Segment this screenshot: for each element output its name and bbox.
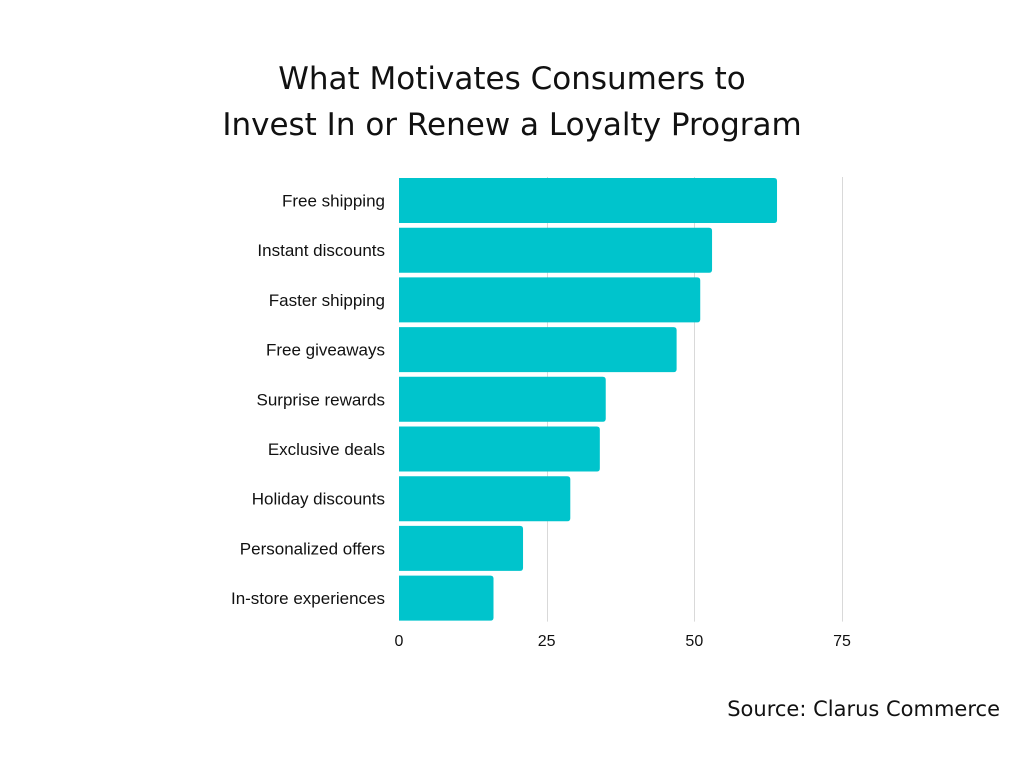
category-label: Exclusive deals bbox=[268, 440, 385, 459]
bar-surprise-rewards bbox=[399, 376, 606, 422]
bar-in-store-experiences bbox=[399, 575, 494, 621]
category-label: In-store experiences bbox=[231, 589, 385, 608]
chart-title-line-2: Invest In or Renew a Loyalty Program bbox=[222, 107, 802, 143]
category-label: Instant discounts bbox=[257, 241, 385, 260]
bar-free-shipping bbox=[399, 178, 778, 223]
bar-personalized-offers bbox=[399, 525, 524, 571]
bar-faster-shipping bbox=[399, 277, 701, 323]
x-tick-label: 0 bbox=[395, 633, 404, 650]
category-label: Surprise rewards bbox=[257, 390, 386, 409]
category-label: Holiday discounts bbox=[252, 490, 385, 509]
bar-instant-discounts bbox=[399, 227, 713, 273]
x-tick-label: 50 bbox=[685, 633, 703, 650]
category-label: Free shipping bbox=[282, 192, 385, 211]
category-label: Free giveaways bbox=[266, 341, 385, 360]
x-tick-label: 25 bbox=[538, 633, 556, 650]
x-tick-label: 75 bbox=[833, 633, 851, 650]
source-note: Source: Clarus Commerce bbox=[727, 697, 1000, 721]
bar-holiday-discounts bbox=[399, 476, 571, 522]
chart-title-line-1: What Motivates Consumers to bbox=[278, 61, 746, 97]
category-label: Personalized offers bbox=[240, 539, 385, 558]
bar-exclusive-deals bbox=[399, 426, 600, 472]
category-label: Faster shipping bbox=[269, 291, 385, 310]
chart-title: What Motivates Consumers to Invest In or… bbox=[0, 56, 1024, 148]
bar-free-giveaways bbox=[399, 327, 677, 373]
